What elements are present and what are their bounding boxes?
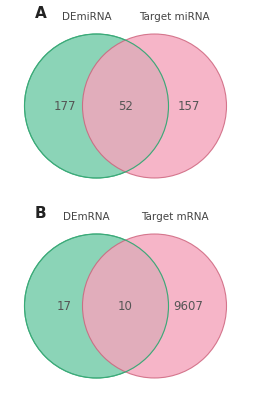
Text: 157: 157	[177, 100, 200, 112]
Text: 9607: 9607	[174, 300, 203, 312]
Circle shape	[25, 234, 169, 378]
Text: A: A	[34, 6, 46, 21]
Circle shape	[82, 234, 227, 378]
Circle shape	[82, 34, 227, 178]
Text: 17: 17	[57, 300, 72, 312]
Text: 52: 52	[118, 100, 133, 112]
Text: 177: 177	[53, 100, 76, 112]
Circle shape	[25, 34, 169, 178]
Text: DEmRNA: DEmRNA	[63, 212, 110, 222]
Text: B: B	[34, 206, 46, 221]
Text: 10: 10	[118, 300, 133, 312]
Text: Target mRNA: Target mRNA	[141, 212, 208, 222]
Text: DEmiRNA: DEmiRNA	[62, 12, 111, 22]
Text: Target miRNA: Target miRNA	[139, 12, 210, 22]
